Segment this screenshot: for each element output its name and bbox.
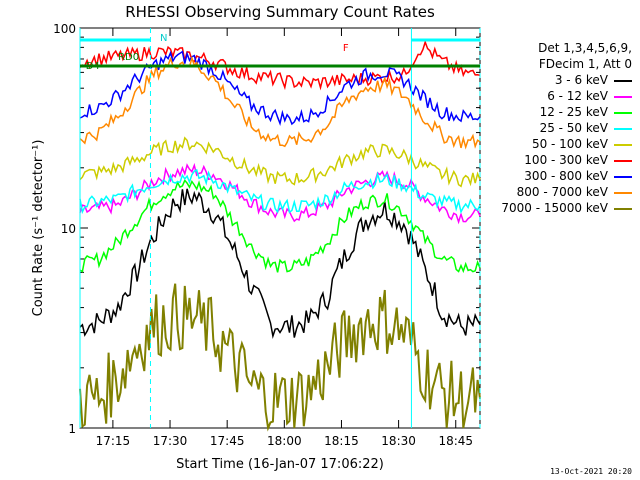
legend-entry-label: 100 - 300 keV [524,153,608,167]
series-line [79,50,481,126]
legend-header-1: Det 1,3,4,5,6,9, [538,41,632,55]
legend-entry: 300 - 800 keV [501,168,632,184]
x-tick-label: 17:45 [210,434,245,448]
legend-swatch [614,111,632,114]
x-tick-label: 18:30 [381,434,416,448]
legend-entry: 50 - 100 keV [501,136,632,152]
legend-entry: 800 - 7000 keV [501,184,632,200]
series-line [79,39,481,91]
series-line [79,178,481,274]
x-axis-label: Start Time (16-Jan-07 17:06:22) [176,457,384,472]
legend-entry: 3 - 6 keV [501,72,632,88]
y-axis-label: Count Rate (s⁻¹ detector⁻¹) [31,140,46,317]
legend-swatch [614,159,632,162]
y-tick-label: 10 [61,222,76,236]
series-line [79,188,481,339]
y-tick-label: 100 [53,22,76,36]
legend: Det 1,3,4,5,6,9, FDecim 1, Att 0 3 - 6 k… [501,40,632,216]
legend-entry: 100 - 300 keV [501,152,632,168]
x-tick-label: 18:00 [267,434,302,448]
chart-title: RHESSI Observing Summary Count Rates [125,3,435,21]
legend-entry-label: 25 - 50 keV [539,121,608,135]
series-line [79,283,481,432]
series-line [79,55,481,150]
series-line [79,168,481,215]
annotation-label: N [160,33,167,44]
legend-swatch [614,79,632,82]
legend-entry: 12 - 25 keV [501,104,632,120]
legend-entry-label: 12 - 25 keV [539,105,608,119]
legend-swatch [614,95,632,98]
legend-entry-label: 300 - 800 keV [524,169,608,183]
legend-swatch [614,207,632,210]
annotation-label: F [343,43,349,54]
legend-swatch [614,143,632,146]
legend-entry-label: 50 - 100 keV [531,137,608,151]
footer-date: 13-Oct-2021 20:20 [550,467,632,476]
legend-entry-label: 3 - 6 keV [554,73,608,87]
x-tick-label: 18:45 [438,434,473,448]
legend-entry: 6 - 12 keV [501,88,632,104]
legend-entry: 25 - 50 keV [501,120,632,136]
legend-entry-label: 6 - 12 keV [547,89,608,103]
legend-entry-label: 7000 - 15000 keV [501,201,608,215]
legend-swatch [614,191,632,194]
series-line [79,136,481,188]
legend-swatch [614,175,632,178]
legend-swatch [614,127,632,130]
y-tick-label: 1 [68,422,76,436]
x-tick-label: 17:15 [96,434,131,448]
legend-header-2: FDecim 1, Att 0 [538,57,632,71]
plot-area: 1 10 100 17:15 17:30 17:45 18:00 18:15 18:30 18:4… [53,22,481,448]
annotation-label: RD0 [118,52,139,63]
x-tick-label: 17:30 [153,434,188,448]
legend-entry: 7000 - 15000 keV [501,200,632,216]
series-line [79,162,481,225]
x-tick-label: 18:15 [324,434,359,448]
legend-entry-label: 800 - 7000 keV [516,185,608,199]
